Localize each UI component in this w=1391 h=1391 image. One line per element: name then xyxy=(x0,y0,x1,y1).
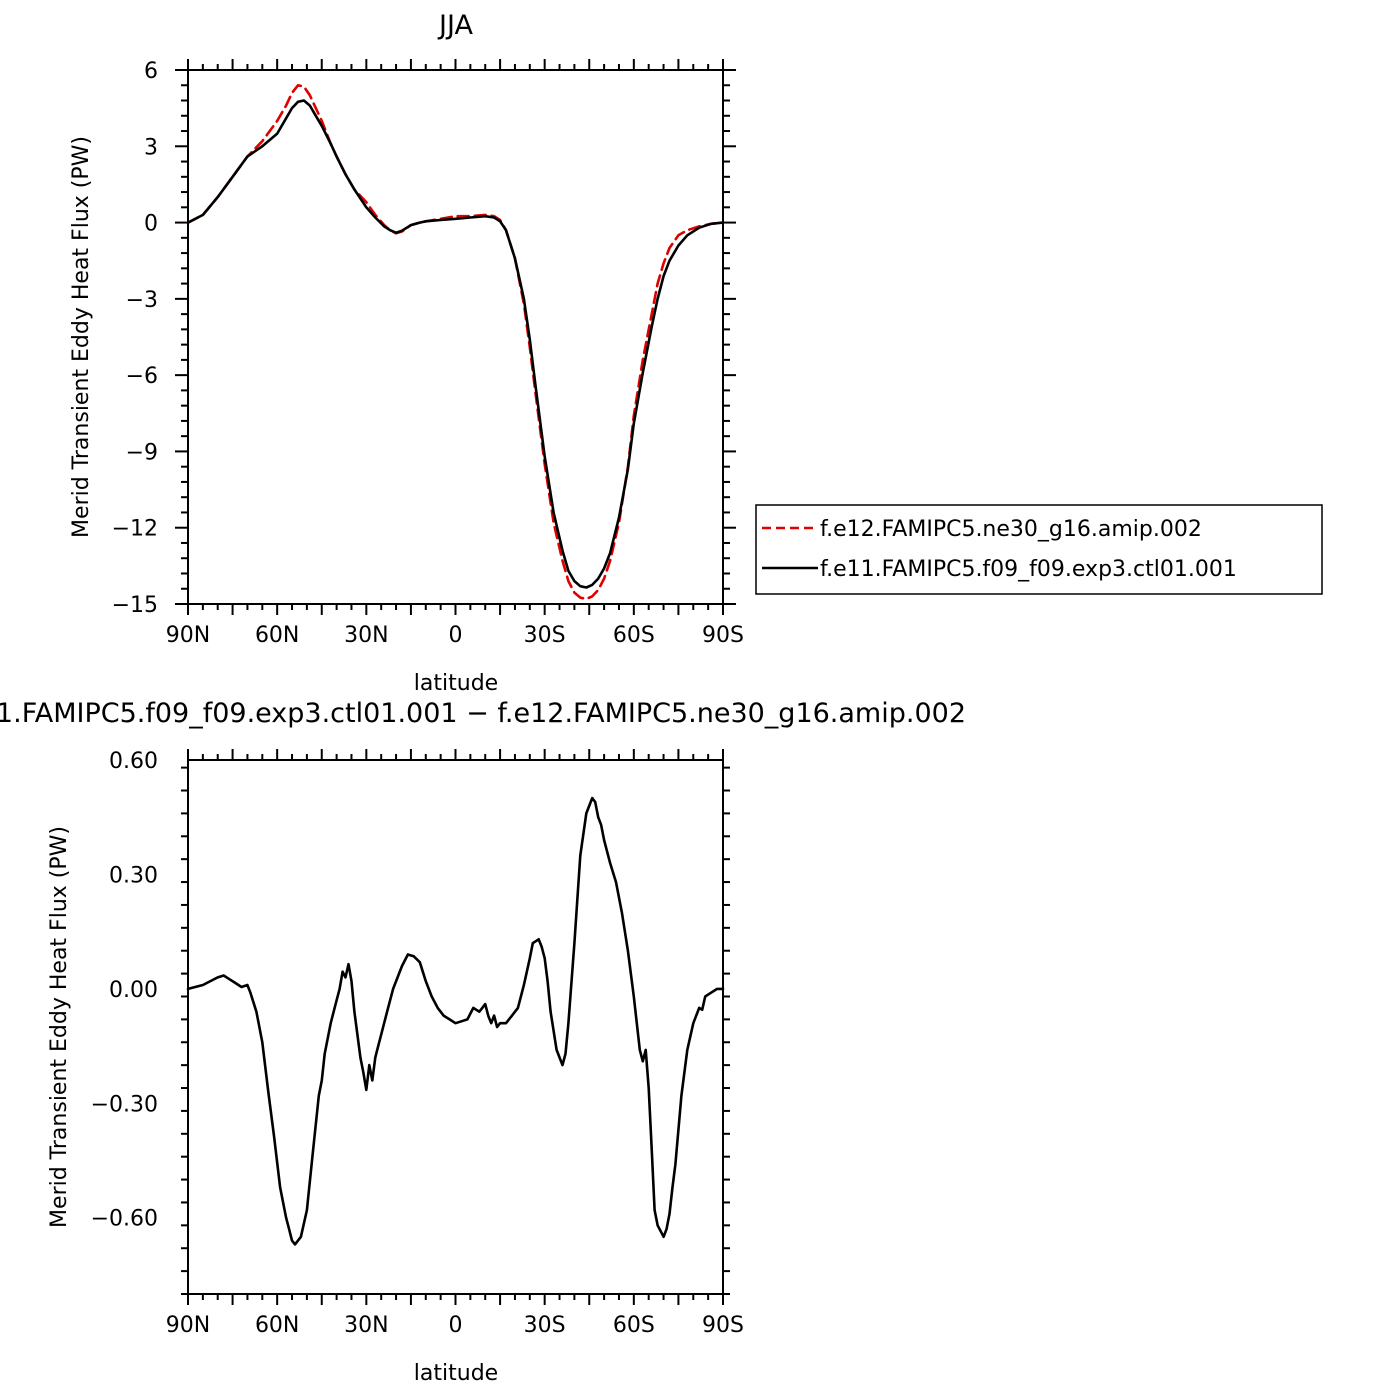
bottom-y-tick-label: −0.60 xyxy=(91,1207,158,1232)
top-x-tick-label: 90N xyxy=(166,623,210,648)
bottom-x-tick-label: 60S xyxy=(613,1313,655,1338)
bottom-y-tick-label: 0.00 xyxy=(109,978,158,1003)
top-x-axis-label: latitude xyxy=(414,671,498,696)
top-series-line-1 xyxy=(186,84,725,601)
top-series-line-2 xyxy=(186,99,725,589)
top-y-tick-label: −15 xyxy=(112,593,158,618)
top-x-tick-label: 30N xyxy=(344,623,388,648)
bottom-plot-frame xyxy=(187,759,724,1295)
top-x-tick-label: 60S xyxy=(613,623,655,648)
bottom-y-tick-label: −0.30 xyxy=(91,1092,158,1117)
top-plot-frame xyxy=(187,69,724,605)
top-y-tick-label: 0 xyxy=(144,212,158,237)
top-x-tick-label: 0 xyxy=(449,623,463,648)
legend-label-series-2: f.e11.FAMIPC5.f09_f09.exp3.ctl01.001 xyxy=(820,557,1237,582)
legend: f.e12.FAMIPC5.ne30_g16.amip.002 f.e11.FA… xyxy=(755,504,1323,595)
bottom-panel: f.e11.FAMIPC5.f09_f09.exp3.ctl01.001 − f… xyxy=(0,698,966,1386)
top-y-axis-label: Merid Transient Eddy Heat Flux (PW) xyxy=(69,136,94,538)
top-x-tick-label: 60N xyxy=(255,623,299,648)
bottom-x-tick-label: 90N xyxy=(166,1313,210,1338)
legend-box xyxy=(755,504,1323,595)
bottom-y-axis-label: Merid Transient Eddy Heat Flux (PW) xyxy=(47,826,72,1228)
bottom-x-tick-label: 60N xyxy=(255,1313,299,1338)
bottom-plot-area: 90N 60N 30N 0 30S 60S 90S 0.60 0.30 0.00 −0.30 −0.6… xyxy=(91,749,744,1338)
bottom-y-tick-label: 0.30 xyxy=(109,863,158,888)
bottom-x-tick-label: 30N xyxy=(344,1313,388,1338)
legend-label-series-1: f.e12.FAMIPC5.ne30_g16.amip.002 xyxy=(820,517,1202,542)
bottom-y-tick-label: 0.60 xyxy=(109,749,158,774)
top-y-tick-label: −12 xyxy=(112,517,158,542)
bottom-x-tick-label: 30S xyxy=(524,1313,566,1338)
bottom-x-tick-label: 0 xyxy=(449,1313,463,1338)
top-x-tick-label: 30S xyxy=(524,623,566,648)
top-panel-title: JJA xyxy=(437,10,473,41)
top-panel: JJA 90N 60N 30N 0 30S 60S 90S 6 3 0 −3 −6 −9 −12 −15 l… xyxy=(69,10,744,696)
top-y-tick-label: 6 xyxy=(144,59,158,84)
bottom-series-line-1 xyxy=(186,796,725,1246)
top-y-tick-label: 3 xyxy=(144,135,158,160)
bottom-x-axis-label: latitude xyxy=(414,1361,498,1386)
top-y-tick-label: −9 xyxy=(126,440,158,465)
top-y-tick-label: −6 xyxy=(126,364,158,389)
top-x-tick-label: 90S xyxy=(702,623,744,648)
top-y-tick-label: −3 xyxy=(126,288,158,313)
bottom-x-tick-label: 90S xyxy=(702,1313,744,1338)
bottom-panel-title: f.e11.FAMIPC5.f09_f09.exp3.ctl01.001 − f… xyxy=(0,698,966,729)
top-plot-area: 90N 60N 30N 0 30S 60S 90S 6 3 0 −3 −6 −9 −12 −15 xyxy=(112,59,744,648)
